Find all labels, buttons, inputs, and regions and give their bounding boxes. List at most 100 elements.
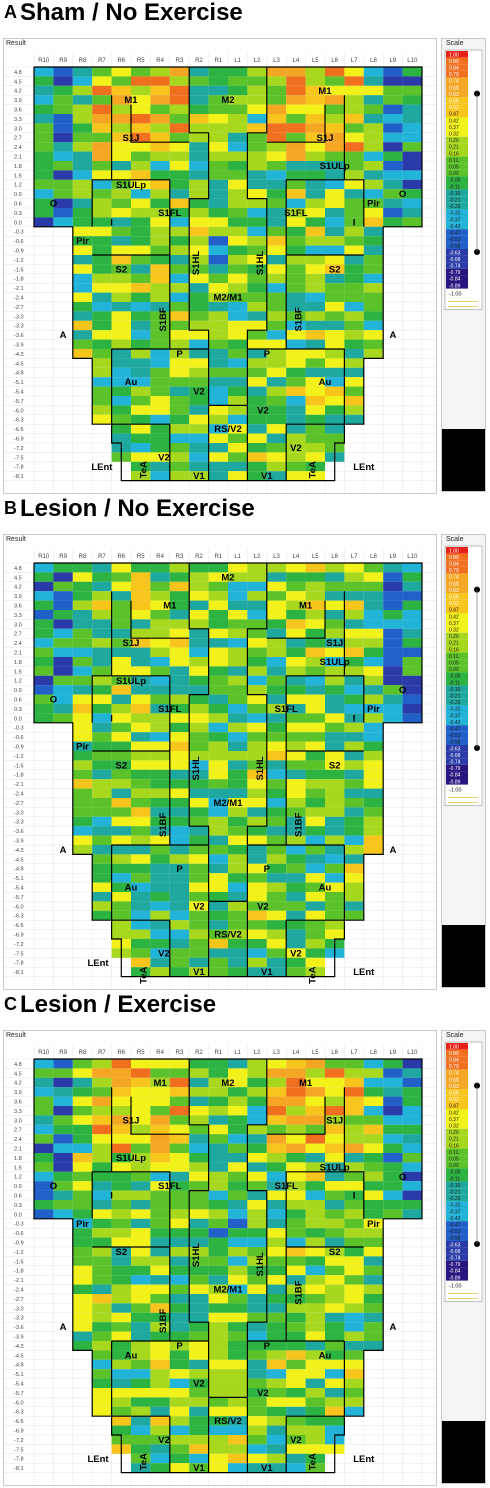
heatmap-cell (169, 461, 190, 472)
scale-upper-handle[interactable] (474, 586, 480, 593)
heatmap-cell (169, 1115, 190, 1125)
heatmap-cell (266, 732, 287, 742)
row-label: 0.0 (14, 1212, 22, 1218)
heatmap-cell (247, 85, 267, 96)
heatmap-cell (228, 1303, 248, 1313)
heatmap-cell (325, 1397, 345, 1407)
region-label: Au (319, 883, 332, 894)
column-label: R8 (79, 554, 87, 560)
scale-value: -0.42 (449, 1216, 461, 1222)
heatmap-cell (189, 1416, 209, 1426)
heatmap-cell (247, 292, 267, 302)
region-label: S1FL (284, 208, 307, 219)
heatmap-cell (131, 760, 151, 770)
heatmap-cell (305, 1331, 325, 1341)
heatmap-cell (208, 1303, 228, 1313)
heatmap-cell (286, 330, 306, 340)
heatmap-cell (72, 572, 93, 582)
heatmap-cell (72, 1096, 93, 1106)
scale-label: Scale (446, 536, 464, 543)
heatmap-cell (150, 339, 170, 349)
heatmap-cell (286, 882, 306, 892)
heatmap-cell (72, 1200, 93, 1210)
heatmap-cell (189, 114, 209, 124)
scale-swatch (446, 1175, 468, 1182)
heatmap-cell (169, 1106, 190, 1116)
heatmap-cell (92, 873, 112, 883)
heatmap-cell (169, 600, 190, 610)
heatmap-cell (383, 114, 403, 124)
heatmap-cell (111, 704, 131, 714)
heatmap-cell (325, 816, 345, 827)
column-label: R6 (117, 1050, 125, 1056)
heatmap-cell (305, 1237, 325, 1247)
heatmap-cell (228, 939, 248, 949)
heatmap-cell (363, 1059, 384, 1069)
heatmap-cell (286, 685, 306, 695)
row-label: -6.6 (14, 427, 24, 433)
region-label: S1J (123, 1115, 140, 1126)
heatmap-cell (266, 628, 287, 639)
heatmap-cell (150, 76, 170, 86)
heatmap-cell (189, 713, 209, 723)
heatmap-cell (228, 471, 248, 481)
row-label: -2.1 (14, 782, 24, 788)
heatmap-cell (344, 713, 364, 723)
heatmap-cell (286, 1331, 306, 1341)
heatmap-cell (344, 358, 364, 368)
heatmap-cell (131, 1218, 151, 1229)
heatmap-cell (266, 769, 287, 780)
heatmap-cell (150, 1359, 170, 1370)
heatmap-cell (383, 1153, 403, 1163)
region-label: V1 (261, 1463, 273, 1474)
heatmap-cell (305, 1096, 325, 1106)
heatmap-cell (169, 1341, 190, 1351)
region-label: S1BF (158, 812, 169, 836)
heatmap-cell (72, 1209, 93, 1219)
heatmap-cell (53, 189, 73, 199)
heatmap-cell (286, 189, 306, 199)
scale-upper-handle[interactable] (474, 1082, 480, 1089)
heatmap-cell (363, 349, 384, 359)
row-label: -6.9 (14, 1429, 24, 1435)
heatmap-cell (208, 236, 228, 246)
heatmap-cell (34, 563, 54, 573)
heatmap-cell (266, 414, 287, 425)
heatmap-cell (286, 95, 306, 105)
heatmap-cell (228, 1068, 248, 1078)
heatmap-cell (286, 1341, 306, 1351)
heatmap-cell (92, 1359, 112, 1370)
region-border (188, 1059, 210, 1473)
heatmap-cell (363, 638, 384, 648)
heatmap-cell (111, 1171, 131, 1182)
column-label: L5 (312, 58, 319, 64)
heatmap-cell (150, 1162, 170, 1172)
scale-value: -0.63 (449, 250, 461, 256)
region-label: A (60, 845, 67, 856)
heatmap-cell (189, 666, 209, 676)
heatmap-cell (305, 1378, 325, 1388)
heatmap-cell (92, 647, 112, 657)
heatmap-cell (34, 1087, 54, 1097)
heatmap-cell (111, 722, 131, 733)
heatmap-cell (150, 1397, 170, 1407)
heatmap-cell (208, 675, 228, 686)
heatmap-cell (189, 873, 209, 883)
heatmap-cell (325, 76, 345, 86)
heatmap-cell (169, 704, 190, 714)
heatmap-cell (383, 76, 403, 86)
heatmap-cell (169, 386, 190, 396)
heatmap-cell (383, 123, 403, 133)
region-label: S1HL (255, 756, 266, 780)
heatmap-cell (53, 1115, 73, 1125)
heatmap-cell (286, 1059, 306, 1069)
heatmap-cell (402, 1059, 422, 1069)
heatmap-cell (402, 657, 422, 667)
row-label: 1.8 (14, 1156, 22, 1162)
heatmap-cell (150, 1134, 170, 1144)
heatmap-cell (208, 302, 228, 312)
region-border (343, 591, 365, 723)
heatmap-cell (131, 769, 151, 780)
heatmap-cell (169, 1303, 190, 1313)
heatmap-cell (305, 367, 325, 378)
